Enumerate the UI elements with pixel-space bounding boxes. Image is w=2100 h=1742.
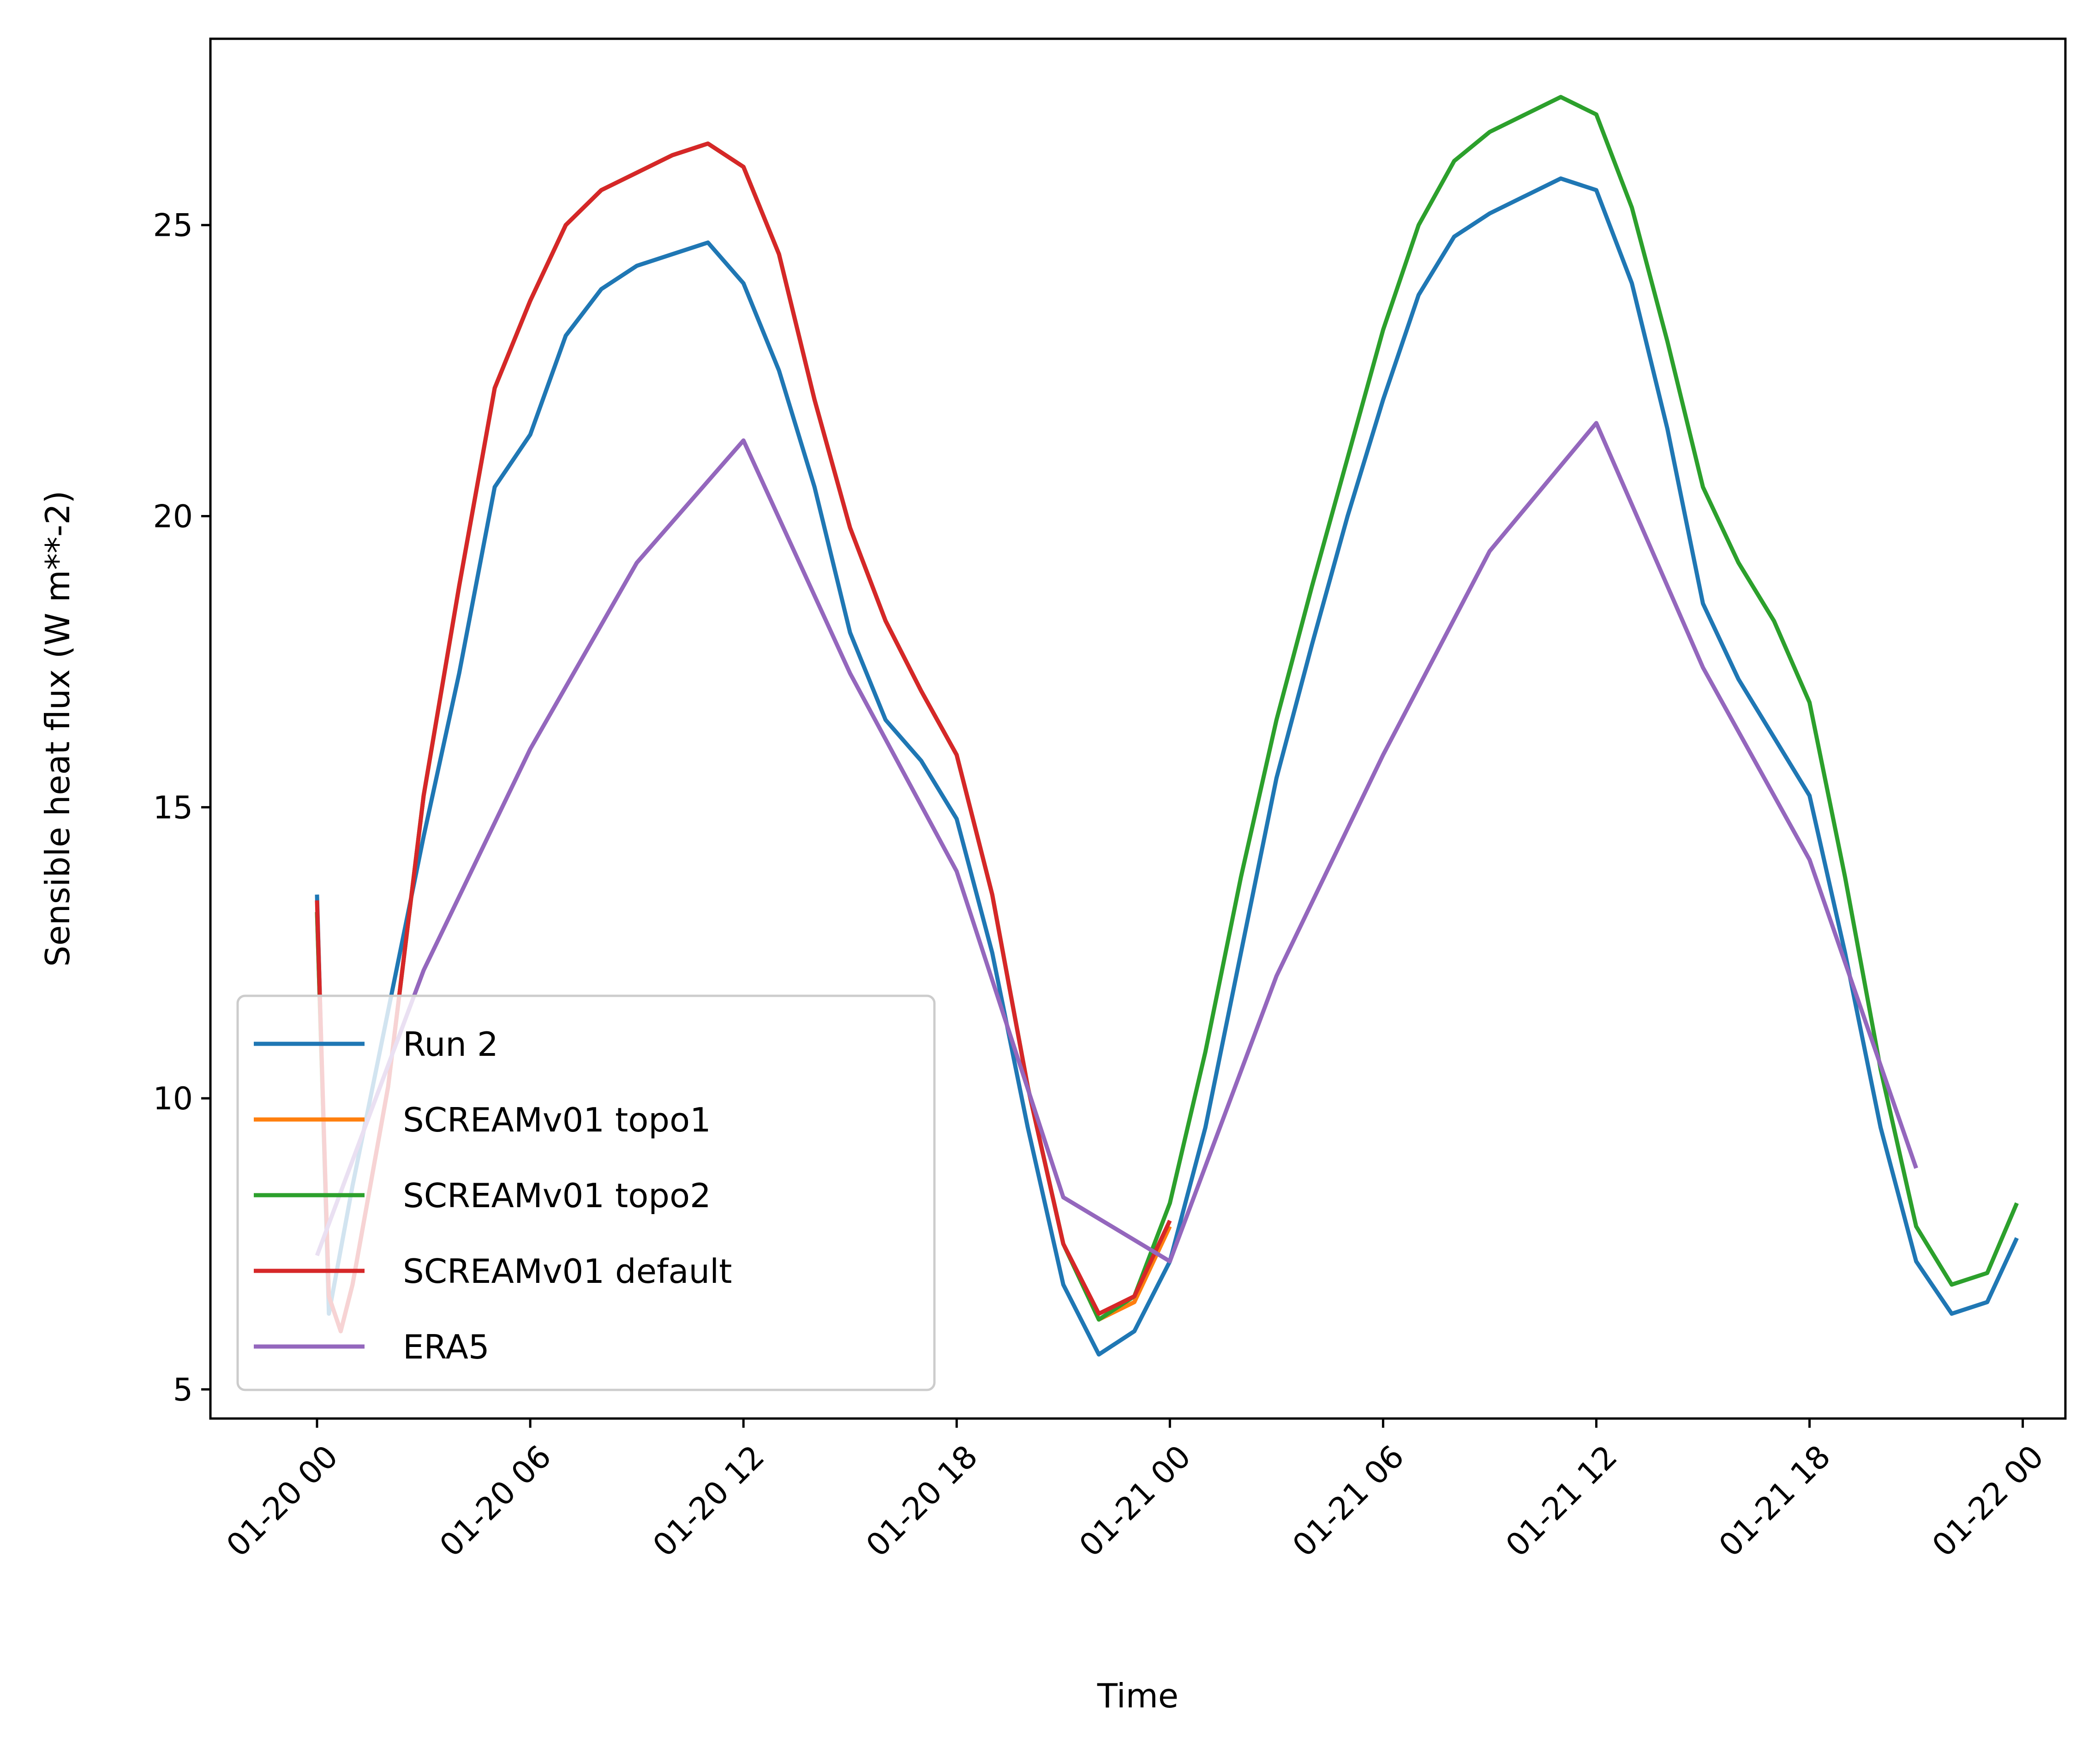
- legend-label-1: SCREAMv01 topo1: [403, 1101, 711, 1139]
- plot-area-frame: [209, 37, 2067, 1420]
- legend-label-2: SCREAMv01 topo2: [403, 1176, 711, 1215]
- series-line-4: [315, 421, 1918, 1263]
- y-axis: 5 10 15 20 25: [153, 208, 210, 1408]
- series-layer: [315, 95, 2019, 1357]
- legend-label-3: SCREAMv01 default: [403, 1252, 732, 1291]
- x-axis-title: Time: [1097, 1676, 1179, 1715]
- y-tick-label: 15: [153, 790, 193, 826]
- legend: Run 2 SCREAMv01 topo1 SCREAMv01 topo2 SCREA…: [236, 994, 936, 1391]
- y-tick-label: 10: [153, 1081, 193, 1117]
- y-axis-title: Sensible heat flux (W m**-2): [38, 491, 77, 967]
- y-tick-label: 25: [153, 208, 193, 244]
- legend-frame: [236, 994, 936, 1391]
- legend-label-0: Run 2: [403, 1025, 498, 1064]
- series-line-3: [315, 141, 1172, 1334]
- y-tick-label: 5: [173, 1372, 193, 1408]
- y-tick-label: 20: [153, 499, 193, 535]
- series-line-0: [315, 176, 2019, 1357]
- legend-label-4: ERA5: [403, 1328, 490, 1366]
